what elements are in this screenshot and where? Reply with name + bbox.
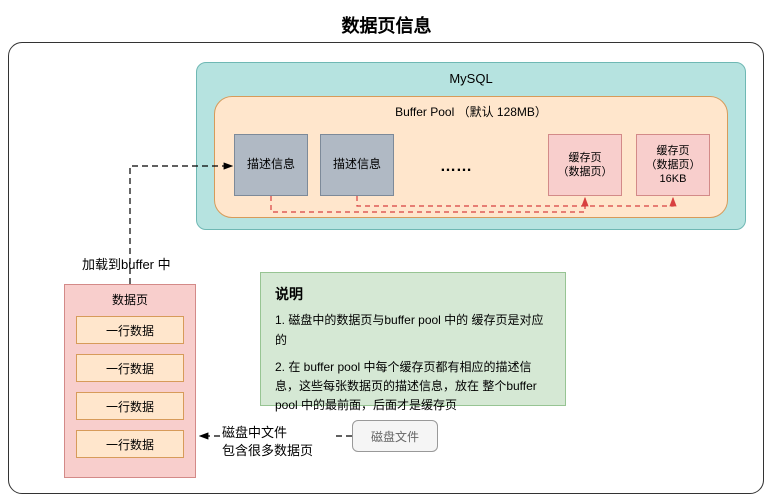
data-page-title-text: 数据页 bbox=[112, 293, 148, 307]
explanation-title: 说明 bbox=[275, 283, 551, 305]
desc-info-text-2: 描述信息 bbox=[333, 157, 381, 173]
desc-info-box-1: 描述信息 bbox=[234, 134, 308, 196]
buffer-pool-title: Buffer Pool （默认 128MB） bbox=[214, 104, 728, 121]
cache-page-text-1: 缓存页 （数据页） bbox=[558, 151, 613, 180]
explanation-line-1: 1. 磁盘中的数据页与buffer pool 中的 缓存页是对应的 bbox=[275, 311, 551, 349]
mysql-title: MySQL bbox=[196, 70, 746, 88]
explanation-title-text: 说明 bbox=[275, 286, 303, 302]
load-label-text: 加载到buffer 中 bbox=[82, 257, 171, 272]
disk-label: 磁盘中文件 包含很多数据页 bbox=[222, 424, 313, 460]
disk-label-text: 磁盘中文件 包含很多数据页 bbox=[222, 425, 313, 458]
disk-file-box: 磁盘文件 bbox=[352, 420, 438, 452]
ellipsis: …… bbox=[440, 156, 472, 178]
desc-info-box-2: 描述信息 bbox=[320, 134, 394, 196]
data-page-title: 数据页 bbox=[64, 292, 196, 309]
data-row-text-4: 一行数据 bbox=[106, 436, 154, 453]
diagram-title: 数据页信息 bbox=[0, 12, 773, 38]
explanation-line-2: 2. 在 buffer pool 中每个缓存页都有相应的描述信息，这些每张数据页… bbox=[275, 358, 551, 416]
desc-info-text-1: 描述信息 bbox=[247, 157, 295, 173]
diagram-canvas: 数据页信息 MySQL Buffer Pool （默认 128MB） 描述信息 … bbox=[0, 0, 773, 500]
data-row-text-3: 一行数据 bbox=[106, 398, 154, 415]
diagram-title-text: 数据页信息 bbox=[342, 16, 432, 36]
cache-page-box-1: 缓存页 （数据页） bbox=[548, 134, 622, 196]
mysql-title-text: MySQL bbox=[449, 71, 492, 86]
data-row-text-2: 一行数据 bbox=[106, 360, 154, 377]
cache-page-text-2: 缓存页 （数据页） 16KB bbox=[646, 144, 701, 187]
load-label: 加载到buffer 中 bbox=[82, 256, 171, 274]
cache-page-box-2: 缓存页 （数据页） 16KB bbox=[636, 134, 710, 196]
disk-file-text: 磁盘文件 bbox=[371, 428, 419, 445]
explanation-box: 说明 1. 磁盘中的数据页与buffer pool 中的 缓存页是对应的 2. … bbox=[260, 272, 566, 406]
buffer-pool-title-text: Buffer Pool （默认 128MB） bbox=[395, 105, 547, 119]
data-row-1: 一行数据 bbox=[76, 316, 184, 344]
data-row-4: 一行数据 bbox=[76, 430, 184, 458]
data-row-text-1: 一行数据 bbox=[106, 322, 154, 339]
data-row-3: 一行数据 bbox=[76, 392, 184, 420]
data-row-2: 一行数据 bbox=[76, 354, 184, 382]
ellipsis-text: …… bbox=[440, 158, 472, 175]
